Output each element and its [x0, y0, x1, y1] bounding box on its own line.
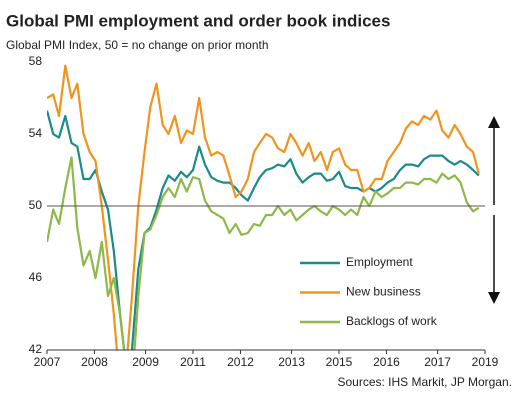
y-tick-label: 54 [29, 126, 43, 140]
x-tick-label: 2009 [132, 355, 159, 369]
legend-label: New business [346, 285, 421, 299]
y-tick-label: 50 [29, 198, 43, 212]
legend-label: Backlogs of work [346, 314, 438, 328]
plot-area [47, 64, 480, 350]
x-tick-label: 2016 [373, 355, 400, 369]
chart-title: Global PMI employment and order book ind… [6, 11, 390, 30]
x-tick-label: 2011 [180, 355, 206, 369]
x-tick-label: 2015 [326, 355, 353, 369]
x-tick-label: 2017 [424, 355, 451, 369]
series-line [47, 156, 480, 350]
y-tick-label: 42 [29, 342, 43, 356]
x-tick-label: 2007 [34, 355, 61, 369]
source: Sources: IHS Markit, JP Morgan. [337, 375, 512, 389]
legend-label: Employment [346, 255, 413, 269]
subtitle: Global PMI Index, 50 = no change on prio… [6, 38, 269, 52]
x-tick-label: 2008 [81, 355, 108, 369]
y-tick-label: 46 [29, 270, 43, 284]
y-tick-label: 58 [29, 54, 43, 68]
x-tick-label: 2019 [472, 355, 499, 369]
series-line [47, 64, 480, 350]
x-tick-label: 2012 [227, 355, 254, 369]
x-tick-label: 2013 [278, 355, 305, 369]
series-line [47, 110, 480, 350]
